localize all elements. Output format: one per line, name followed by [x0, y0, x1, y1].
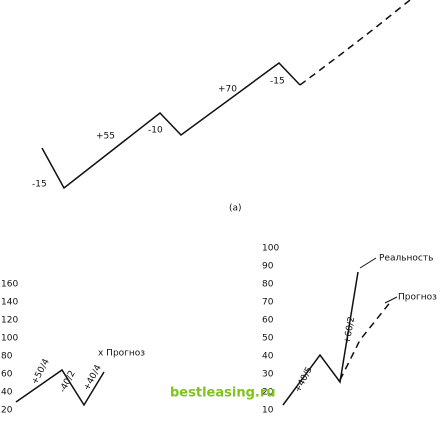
axis-tick-label: 100: [262, 244, 279, 254]
axis-tick-label: 80: [1, 352, 13, 362]
axis-tick-label: 40: [1, 388, 13, 398]
wave-label: -10: [148, 126, 163, 136]
axis-tick-label: 50: [262, 334, 274, 344]
pointer: [359, 257, 377, 269]
wave-line: [41, 62, 301, 190]
axis-tick-label: 80: [262, 280, 274, 290]
axis-tick-label: 70: [262, 298, 274, 308]
axis-tick-label: 40: [262, 352, 274, 362]
wave-label: +70: [218, 85, 237, 95]
panel-a: -15 +55 -10 +70 -15 (а): [32, 0, 411, 214]
pointer: [384, 296, 398, 304]
axis-tick-label: 120: [1, 316, 18, 326]
reality-label: Реальность: [379, 254, 433, 264]
forecast-label: Прогноз: [398, 293, 437, 303]
wave-label: +60/2: [343, 316, 358, 345]
forecast-line: [299, 0, 411, 86]
axis-tick-label: 100: [1, 334, 18, 344]
wave-label: -15: [270, 77, 285, 87]
axis-tick-label: 60: [262, 316, 274, 326]
wave-line: [15, 368, 105, 407]
axis-tick-label: 10: [262, 406, 274, 416]
wave-line: [282, 271, 359, 406]
axis-tick-label: 30: [262, 370, 274, 380]
wave-label: +40/5: [293, 365, 315, 394]
wave-label: +55: [96, 132, 115, 142]
wave-label: +50/4: [30, 357, 52, 386]
axis-tick-label: 90: [262, 262, 274, 272]
caption: (а): [229, 204, 242, 214]
axis-tick-label: 60: [1, 370, 13, 380]
axis-tick-label: 140: [1, 298, 18, 308]
watermark: bestleasing.ru: [170, 386, 275, 401]
axis-tick-label: 20: [1, 406, 13, 416]
axis-tick-label: 20: [262, 388, 274, 398]
forecast-line: [339, 299, 393, 381]
panel-b: +50/4 -40/2 +40/4 x Прогноз 160140120100…: [1, 280, 145, 416]
wave-label: -15: [32, 180, 47, 190]
axis-tick-label: 160: [1, 280, 18, 290]
panel-c: +40/5 +60/2 Реальность Прогноз 100 90 80 70…: [262, 244, 437, 416]
forecast-label: x Прогноз: [98, 349, 145, 359]
